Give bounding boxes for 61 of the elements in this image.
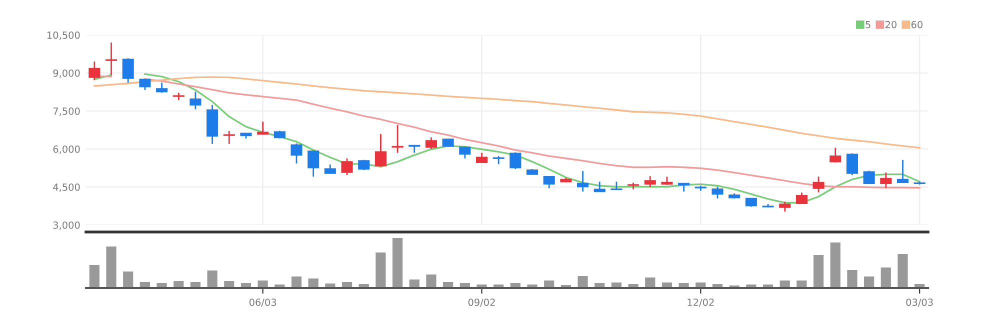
candlestick xyxy=(223,130,235,145)
bar xyxy=(796,280,807,288)
candlestick xyxy=(290,142,302,164)
x-tick-label: 12/02 xyxy=(688,298,714,307)
bar xyxy=(645,278,656,288)
candlestick xyxy=(105,42,118,76)
candlestick xyxy=(392,124,404,154)
candlestick xyxy=(308,150,320,178)
legend-label: 5 xyxy=(866,21,870,28)
candlestick xyxy=(779,201,791,212)
y-tick-label: 4,500 xyxy=(53,183,80,192)
candlestick xyxy=(510,152,522,170)
y-tick-label: 7,500 xyxy=(53,107,80,116)
candlestick xyxy=(796,192,808,205)
bar xyxy=(578,276,588,288)
candlestick xyxy=(257,120,269,135)
candlestick xyxy=(374,133,386,168)
bar xyxy=(376,252,386,288)
y-tick-label: 10,500 xyxy=(47,31,80,40)
candlestick xyxy=(712,186,724,200)
bar xyxy=(898,254,908,288)
candlestick xyxy=(896,159,909,184)
bar xyxy=(123,272,134,288)
candlestick xyxy=(425,136,437,150)
candlestick xyxy=(122,58,134,84)
candlestick xyxy=(644,175,656,188)
candlestick xyxy=(543,175,555,189)
y-tick-label: 9,000 xyxy=(53,69,80,78)
candlestick xyxy=(341,158,353,176)
bar xyxy=(89,265,100,288)
line-series xyxy=(94,76,920,149)
x-tick-label: 03/03 xyxy=(906,298,933,307)
candlestick xyxy=(190,91,202,110)
candlestick xyxy=(880,172,892,188)
candlestick xyxy=(863,170,875,184)
bar xyxy=(813,255,824,288)
bar xyxy=(207,270,218,288)
x-tick-label: 09/02 xyxy=(468,298,495,307)
bar xyxy=(847,270,858,288)
candlestick xyxy=(594,180,606,192)
bar xyxy=(106,246,116,288)
candlestick xyxy=(476,152,488,164)
candlestick xyxy=(577,170,589,192)
y-tick-label: 6,000 xyxy=(53,145,80,154)
candlestick xyxy=(139,78,151,91)
legend-label: 20 xyxy=(885,20,897,28)
candlestick xyxy=(846,152,858,176)
candlestick xyxy=(156,82,168,94)
bar xyxy=(830,242,840,288)
candlestick xyxy=(459,146,471,160)
x-tick-label: 06/03 xyxy=(249,298,276,307)
bar xyxy=(392,238,403,288)
bar xyxy=(880,268,891,288)
candlestick xyxy=(812,176,824,194)
legend-label: 60 xyxy=(911,20,922,28)
bar xyxy=(864,276,874,288)
candlestick xyxy=(88,60,100,81)
y-tick-label: 3,000 xyxy=(53,221,80,230)
candlestick xyxy=(830,147,842,164)
bar xyxy=(426,274,436,288)
bar xyxy=(291,276,302,288)
